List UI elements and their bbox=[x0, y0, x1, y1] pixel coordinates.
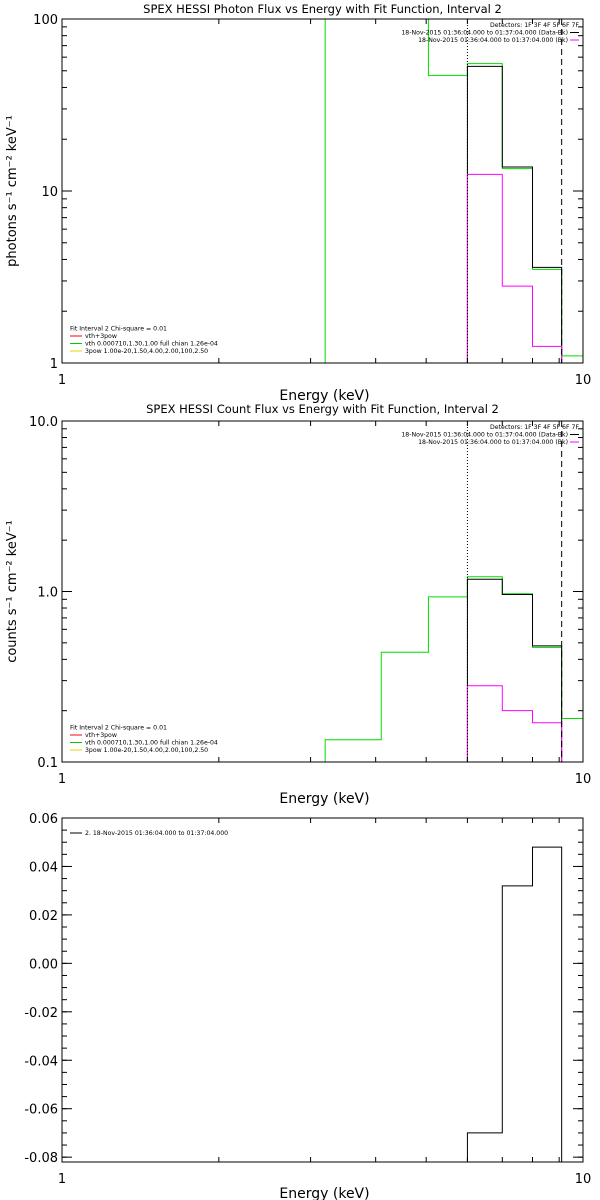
residual-x-tick-label: 10 bbox=[575, 1172, 592, 1187]
photon-series-0 bbox=[324, 18, 583, 363]
count-y-tick-label: 10.0 bbox=[29, 415, 58, 430]
photon-panel: SPEX HESSI Photon Flux vs Energy with Fi… bbox=[5, 2, 591, 404]
count-x-tick-label: 10 bbox=[575, 772, 592, 787]
count-series-1 bbox=[466, 578, 563, 762]
residual-y-tick-label: 0.02 bbox=[29, 909, 58, 924]
count-x-axis-label: Energy (keV) bbox=[279, 791, 369, 807]
residual-panel: 1 10 0.06 0.04 0.02 0.00 -0.02 -0.04 -0.06 -0.08 E… bbox=[24, 812, 591, 1200]
photon-legend-entry: vth+3pow bbox=[85, 333, 117, 340]
count-y-tick-label: 0.1 bbox=[37, 756, 58, 771]
residual-legend-entry: 2. 18-Nov-2015 01:36:04.000 to 01:37:04.… bbox=[85, 830, 228, 837]
photon-x-tick-label: 1 bbox=[58, 373, 66, 388]
photon-title: SPEX HESSI Photon Flux vs Energy with Fi… bbox=[143, 2, 502, 16]
photon-info-line: 18-Nov-2015 01:36:04.000 to 01:37:04.000… bbox=[401, 30, 568, 37]
count-x-tick-label: 1 bbox=[58, 772, 66, 787]
count-legend-entry: vth 0.000710,1.30,1.00 full chian 1.26e-… bbox=[85, 740, 218, 747]
residual-y-tick-label: 0.06 bbox=[29, 812, 58, 827]
photon-x-tick-label: 10 bbox=[575, 373, 592, 388]
residual-y-tick-label: 0.00 bbox=[29, 957, 58, 972]
count-info-line: 18-Nov-2015 01:36:04.000 to 01:37:04.000… bbox=[401, 432, 568, 439]
count-legend-entry: 3pow 1.00e-20,1.50,4.00,2.00,100,2.50 bbox=[85, 747, 208, 754]
photon-info-line: 18-Nov-2015 01:36:04.000 to 01:37:04.000… bbox=[418, 37, 568, 44]
photon-legend-entry: 3pow 1.00e-20,1.50,4.00,2.00,100,2.50 bbox=[85, 348, 208, 355]
photon-legend-entry: Fit Interval 2 Chi-square = 0.01 bbox=[70, 326, 167, 333]
count-y-axis-label: counts s⁻¹ cm⁻² keV⁻¹ bbox=[5, 520, 20, 663]
residual-x-axis-label: Energy (keV) bbox=[279, 1186, 369, 1200]
photon-legend-entry: vth 0.000710,1.30,1.00 full chian 1.26e-… bbox=[85, 341, 218, 348]
count-info-line: Detectors: 1F 3F 4F 5F 6F 7F bbox=[490, 424, 579, 431]
residual-series-0 bbox=[466, 846, 563, 1162]
residual-y-tick-label: -0.06 bbox=[24, 1103, 58, 1118]
count-series-2 bbox=[466, 685, 563, 762]
residual-y-tick-label: -0.08 bbox=[24, 1151, 58, 1166]
residual-axes-frame bbox=[61, 817, 584, 1163]
residual-y-tick-label: -0.02 bbox=[24, 1006, 58, 1021]
count-info-line: 18-Nov-2015 01:36:04.000 to 01:37:04.000… bbox=[418, 439, 568, 446]
count-y-tick-label: 1.0 bbox=[37, 586, 58, 601]
photon-series-1 bbox=[466, 65, 563, 363]
count-title: SPEX HESSI Count Flux vs Energy with Fit… bbox=[146, 402, 499, 416]
residual-x-tick-label: 1 bbox=[58, 1172, 66, 1187]
photon-y-axis-label: photons s⁻¹ cm⁻² keV⁻¹ bbox=[5, 115, 20, 267]
photon-info-line: Detectors: 1F 3F 4F 5F 6F 7F bbox=[490, 22, 579, 29]
count-panel: SPEX HESSI Count Flux vs Energy with Fit… bbox=[5, 402, 591, 807]
residual-y-tick-label: 0.04 bbox=[29, 860, 58, 875]
count-legend-entry: Fit Interval 2 Chi-square = 0.01 bbox=[70, 725, 167, 732]
count-legend-entry: vth+3pow bbox=[85, 732, 117, 739]
count-series-0 bbox=[324, 576, 583, 762]
photon-y-tick-label: 1 bbox=[50, 357, 58, 372]
residual-y-tick-label: -0.04 bbox=[24, 1054, 58, 1069]
photon-axes-frame bbox=[61, 18, 584, 364]
photon-series-2 bbox=[466, 173, 563, 363]
photon-y-tick-label: 10 bbox=[41, 185, 58, 200]
photon-x-axis-label: Energy (keV) bbox=[279, 388, 369, 404]
photon-y-tick-label: 100 bbox=[33, 13, 58, 28]
